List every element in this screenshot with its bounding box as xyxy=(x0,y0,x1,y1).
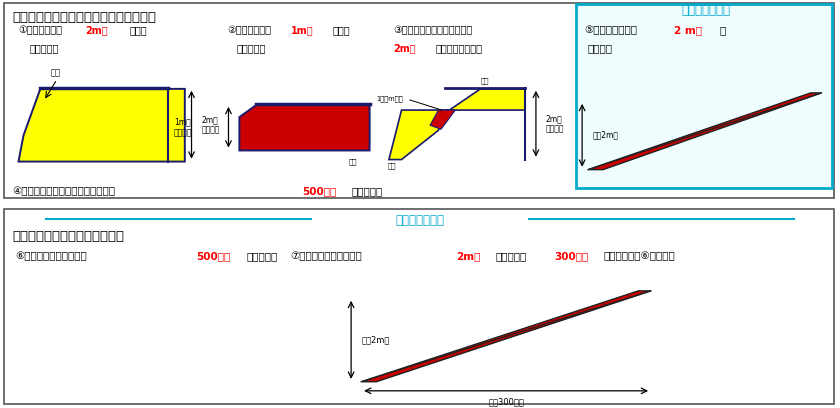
Text: 1mを
超える崖: 1mを 超える崖 xyxy=(174,118,192,137)
Polygon shape xyxy=(430,110,455,129)
FancyBboxPatch shape xyxy=(576,4,832,188)
Text: ⑦最大時に堆積の高さが: ⑦最大時に堆積の高さが xyxy=(290,251,361,262)
Text: 高さ2m超: 高さ2m超 xyxy=(361,335,390,344)
Text: 盛土: 盛土 xyxy=(349,159,357,165)
FancyBboxPatch shape xyxy=(4,3,834,198)
Text: ⑥最大時に堆積の面積が: ⑥最大時に堆積の面積が xyxy=(15,251,87,262)
Text: となるもの（⑥を除く）: となるもの（⑥を除く） xyxy=(603,251,675,262)
Polygon shape xyxy=(389,110,445,160)
Text: となるもの: となるもの xyxy=(351,186,382,196)
Text: 2mを
超える崖: 2mを 超える崖 xyxy=(202,115,220,134)
Text: 面積300㎡超: 面積300㎡超 xyxy=(488,397,524,406)
Polygon shape xyxy=(445,89,525,110)
FancyBboxPatch shape xyxy=(4,209,834,404)
Text: 2mを
超える崖: 2mを 超える崖 xyxy=(546,114,564,133)
Text: ⑤盛土で高さが: ⑤盛土で高さが xyxy=(584,25,637,35)
Text: ②盛土で高さが: ②盛土で高さが xyxy=(227,25,270,35)
Text: 1m超: 1m超 xyxy=(291,25,313,35)
Polygon shape xyxy=(18,89,185,162)
Text: 500㎡超: 500㎡超 xyxy=(302,186,337,196)
Text: と: と xyxy=(720,25,726,35)
Text: ＜土石の堆積（一時堆積）　＞: ＜土石の堆積（一時堆積） ＞ xyxy=(13,230,124,243)
Text: ③切土と盛土を同時に行って: ③切土と盛土を同時に行って xyxy=(393,25,472,35)
Text: ＜土地の形質の変更（切土・盛土）　＞: ＜土地の形質の変更（切土・盛土） ＞ xyxy=(13,11,156,24)
Text: となるもの: となるもの xyxy=(246,251,277,262)
Text: 生ずるもの: 生ずるもの xyxy=(237,43,266,53)
Text: 2 m超: 2 m超 xyxy=(674,25,701,35)
Text: ①切土で高さが: ①切土で高さが xyxy=(18,25,62,35)
Text: 2m超: 2m超 xyxy=(86,25,108,35)
Text: ＜新たに追加＞: ＜新たに追加＞ xyxy=(681,4,730,17)
Text: なるもの: なるもの xyxy=(588,43,613,53)
Text: かつ面積が: かつ面積が xyxy=(496,251,527,262)
Polygon shape xyxy=(361,291,651,382)
Text: ④切土又は盛土をする土地の面積が: ④切土又は盛土をする土地の面積が xyxy=(13,186,116,196)
Text: 切土: 切土 xyxy=(50,69,60,78)
Text: 1．０m以下: 1．０m以下 xyxy=(376,95,403,102)
Text: 2m超: 2m超 xyxy=(393,43,416,53)
Text: の崖を: の崖を xyxy=(129,25,147,35)
Text: 高さ2m超: 高さ2m超 xyxy=(592,131,618,140)
Text: 盛土: 盛土 xyxy=(480,77,489,84)
Text: 2m超: 2m超 xyxy=(456,251,480,262)
Text: の崖を生ずるもの: の崖を生ずるもの xyxy=(435,43,482,53)
Polygon shape xyxy=(239,105,370,151)
Text: 500㎡超: 500㎡超 xyxy=(196,251,230,262)
Text: 生ずるもの: 生ずるもの xyxy=(29,43,59,53)
Text: ＜新たに追加＞: ＜新たに追加＞ xyxy=(396,214,444,227)
Text: 切土: 切土 xyxy=(388,162,396,169)
Text: の崖を: の崖を xyxy=(333,25,350,35)
Text: 300㎡超: 300㎡超 xyxy=(554,251,589,262)
Polygon shape xyxy=(588,93,822,170)
